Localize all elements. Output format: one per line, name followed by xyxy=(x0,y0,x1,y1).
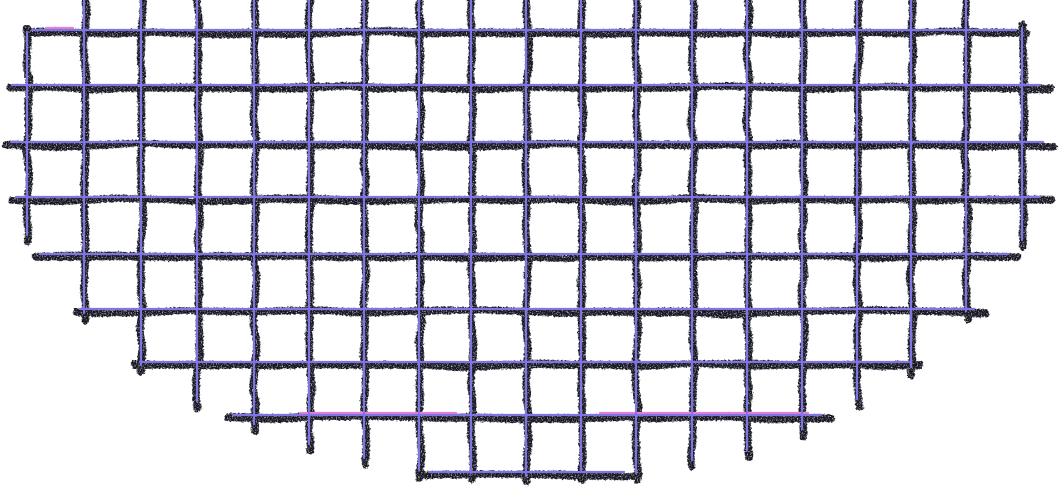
pink-gridline-layer xyxy=(44,26,810,415)
ink-stroke-layer xyxy=(3,0,1057,487)
purple-gridline-layer xyxy=(9,0,1045,478)
